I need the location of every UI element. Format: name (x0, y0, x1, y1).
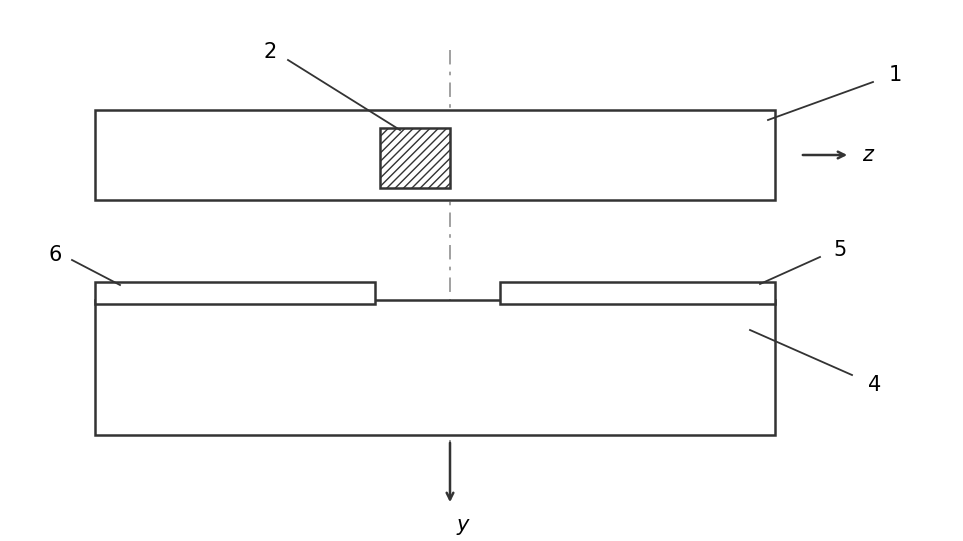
Bar (95, 300, 775, 435)
Text: y: y (456, 515, 469, 535)
Bar (500, 282, 775, 304)
Text: 1: 1 (889, 65, 901, 85)
Text: 2: 2 (263, 42, 276, 62)
Bar (95, 110, 775, 200)
Text: 4: 4 (869, 375, 881, 395)
Text: z: z (862, 145, 873, 165)
Bar (380, 128, 450, 188)
Text: 6: 6 (48, 245, 62, 265)
Bar (95, 282, 375, 304)
Text: 5: 5 (833, 240, 846, 260)
